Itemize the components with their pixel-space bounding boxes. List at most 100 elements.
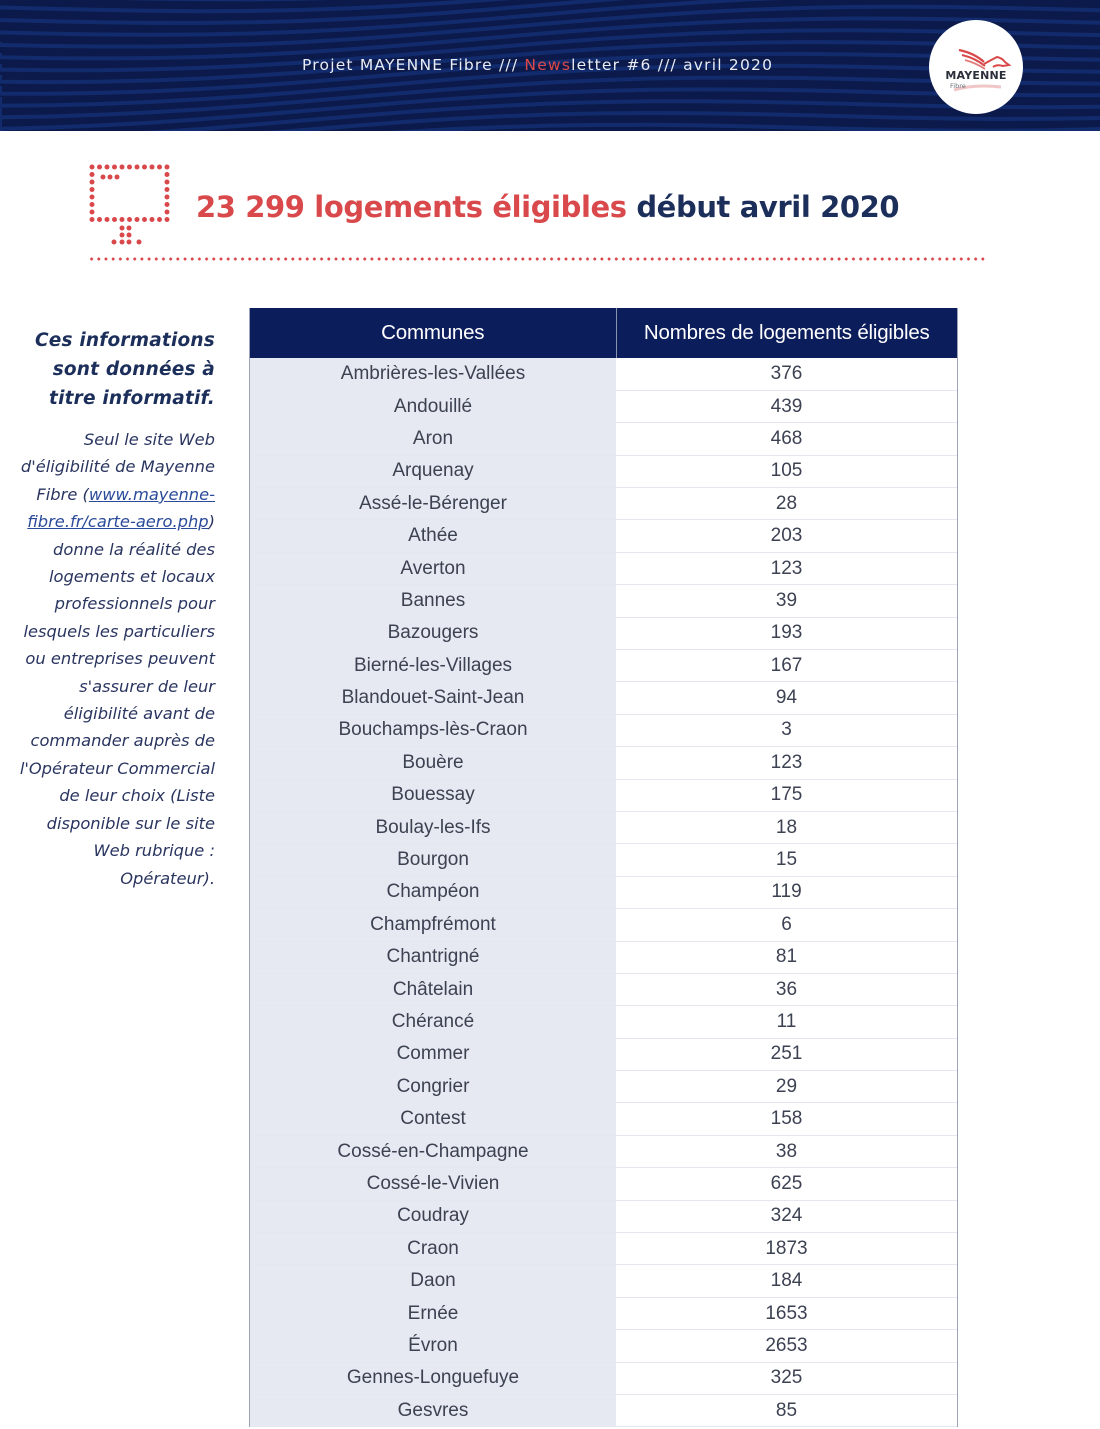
logements-count: 6 <box>616 908 957 942</box>
commune-name: Averton <box>250 552 616 586</box>
wave-line <box>0 0 780 37</box>
logements-count: 324 <box>616 1200 957 1234</box>
logements-count: 158 <box>616 1102 957 1136</box>
logements-count: 123 <box>616 552 957 586</box>
column-header-communes: Communes <box>250 308 617 358</box>
commune-name: Bouessay <box>250 779 616 812</box>
commune-name: Commer <box>250 1038 616 1072</box>
wave-line <box>0 16 1100 61</box>
table-row: Averton 123 <box>250 552 957 586</box>
mayenne-fibre-logo[interactable]: MAYENNE Fibre <box>929 20 1023 114</box>
wave-line <box>0 75 1100 120</box>
table-row: Coudray 324 <box>250 1200 957 1234</box>
wave-line <box>0 51 1100 96</box>
commune-name: Bannes <box>250 584 616 618</box>
logements-count: 468 <box>616 422 957 456</box>
table-row: Congrier 29 <box>250 1070 957 1104</box>
table-row: Champfrémont 6 <box>250 908 957 942</box>
side-note-text-2: ) donne la réalité des logements et loca… <box>19 512 215 888</box>
table-row: Chantrigné 81 <box>250 941 957 974</box>
logements-count: 3 <box>616 714 957 748</box>
commune-name: Bouère <box>250 746 616 780</box>
wave-line <box>267 110 1100 131</box>
table-row: Cossé-en-Champagne 38 <box>250 1135 957 1169</box>
commune-name: Bazougers <box>250 617 616 651</box>
logements-count: 11 <box>616 1005 957 1039</box>
header-banner: Projet MAYENNE Fibre /// Newsletter #6 /… <box>0 0 1100 131</box>
logements-count: 376 <box>616 358 957 391</box>
logements-count: 15 <box>616 843 957 877</box>
headline-suffix: début avril 2020 <box>636 190 900 224</box>
title-prefix: Projet MAYENNE Fibre /// <box>302 56 525 74</box>
commune-name: Contest <box>250 1102 616 1136</box>
commune-name: Bouchamps-lès-Craon <box>250 714 616 748</box>
table-row: Bouère 123 <box>250 746 957 780</box>
side-note: Ces informations sont données à titre in… <box>12 326 215 892</box>
logements-count: 2653 <box>616 1329 957 1363</box>
table-row: Ernée 1653 <box>250 1297 957 1331</box>
table-row: Champéon 119 <box>250 876 957 910</box>
side-note-text-1: Seul le site Web d'éligibilité de Mayenn… <box>20 430 215 504</box>
table-row: Arquenay 105 <box>250 455 957 489</box>
eligibility-table: Communes Nombres de logements éligibles … <box>249 308 958 1428</box>
logements-count: 167 <box>616 649 957 683</box>
commune-name: Champfrémont <box>250 908 616 942</box>
table-row: Bierné-les-Villages 167 <box>250 649 957 683</box>
logements-count: 625 <box>616 1167 957 1201</box>
table-row: Assé-le-Bérenger 28 <box>250 487 957 521</box>
wave-line <box>0 0 512 14</box>
screen-dots-icon <box>89 164 170 245</box>
logements-count: 81 <box>616 941 957 974</box>
wave-line <box>0 0 626 26</box>
commune-name: Cossé-le-Vivien <box>250 1167 616 1201</box>
commune-name: Chérancé <box>250 1005 616 1039</box>
logements-count: 18 <box>616 811 957 845</box>
logo-sub: Fibre <box>950 82 966 90</box>
logements-count: 251 <box>616 1038 957 1072</box>
table-row: Craon 1873 <box>250 1232 957 1266</box>
table-row: Gesvres 85 <box>250 1394 957 1428</box>
logements-count: 105 <box>616 455 957 489</box>
logements-count: 39 <box>616 584 957 618</box>
table-row: Commer 251 <box>250 1038 957 1072</box>
logements-count: 193 <box>616 617 957 651</box>
table-row: Cossé-le-Vivien 625 <box>250 1167 957 1201</box>
logements-count: 119 <box>616 876 957 910</box>
table-row: Athée 203 <box>250 519 957 553</box>
headline: 23 299 logements éligibles début avril 2… <box>196 190 900 224</box>
commune-name: Congrier <box>250 1070 616 1104</box>
commune-name: Bourgon <box>250 843 616 877</box>
table-row: Bouessay 175 <box>250 779 957 812</box>
logements-count: 29 <box>616 1070 957 1104</box>
commune-name: Gennes-Longuefuye <box>250 1362 616 1396</box>
commune-name: Aron <box>250 422 616 456</box>
logo-name: MAYENNE <box>945 69 1007 82</box>
commune-name: Daon <box>250 1264 616 1298</box>
table-header-row: Communes Nombres de logements éligibles <box>250 308 957 358</box>
logements-count: 28 <box>616 487 957 521</box>
commune-name: Bierné-les-Villages <box>250 649 616 683</box>
newsletter-title: Projet MAYENNE Fibre /// Newsletter #6 /… <box>302 56 773 74</box>
wave-line <box>0 4 1100 49</box>
table-row: Contest 158 <box>250 1102 957 1136</box>
logements-count: 175 <box>616 779 957 812</box>
eligibility-site-link[interactable]: www.mayenne-fibre.fr/carte-aero.php <box>27 484 215 532</box>
logements-count: 94 <box>616 681 957 715</box>
logements-count: 1873 <box>616 1232 957 1266</box>
commune-name: Athée <box>250 519 616 553</box>
commune-name: Coudray <box>250 1200 616 1234</box>
table-row: Gennes-Longuefuye 325 <box>250 1362 957 1396</box>
wave-line <box>0 87 1100 131</box>
commune-name: Blandouet-Saint-Jean <box>250 681 616 715</box>
table-row: Châtelain 36 <box>250 973 957 1007</box>
table-row: Ambrières-les-Vallées 376 <box>250 358 957 391</box>
table-row: Bannes 39 <box>250 584 957 618</box>
title-accent: News <box>524 56 572 74</box>
commune-name: Gesvres <box>250 1394 616 1428</box>
logements-count: 439 <box>616 390 957 424</box>
logements-count: 85 <box>616 1394 957 1428</box>
commune-name: Craon <box>250 1232 616 1266</box>
logements-count: 38 <box>616 1135 957 1169</box>
logements-count: 203 <box>616 519 957 553</box>
commune-name: Boulay-les-Ifs <box>250 811 616 845</box>
